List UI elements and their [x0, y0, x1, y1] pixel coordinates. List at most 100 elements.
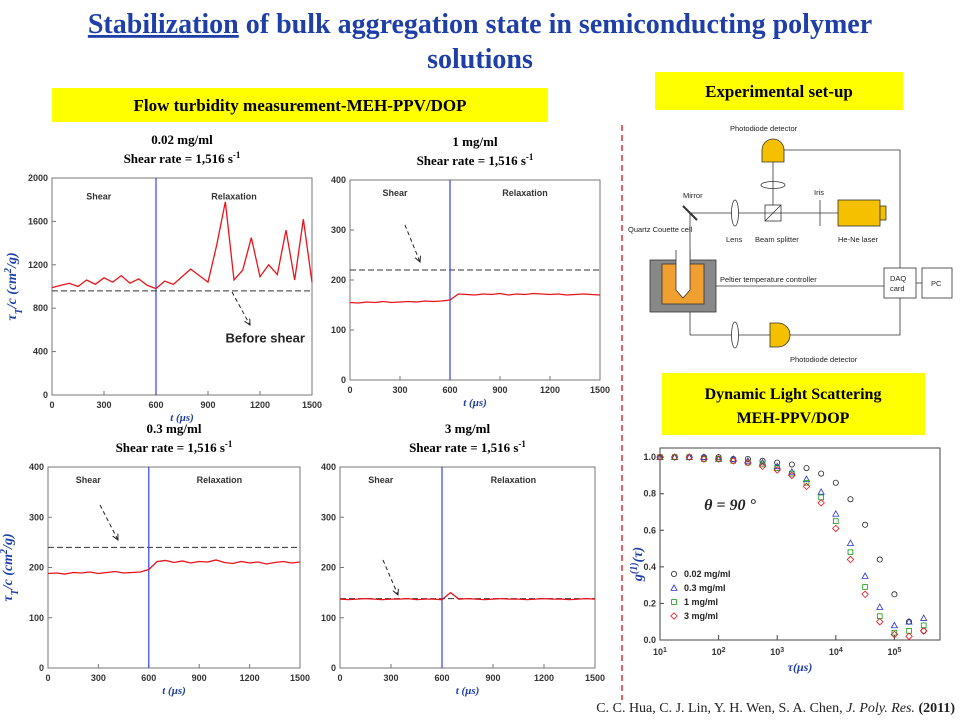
data-point: [802, 475, 811, 482]
x-axis-label: t (μs): [456, 685, 480, 697]
pointer-arrow: [231, 291, 250, 325]
dls-box: [662, 373, 925, 435]
couette-bob: [675, 250, 691, 299]
y-tick-label: 1200: [28, 260, 48, 270]
subtitle-text: Shear rate = 1,516 s: [409, 440, 518, 455]
y-axis-label: τT/c (cm2/g): [3, 252, 25, 320]
data-point: [875, 617, 884, 626]
x-tick-base: 10: [887, 647, 897, 657]
citation: C. C. Hua, C. J. Lin, Y. H. Wen, S. A. C…: [596, 701, 955, 716]
annotation: Relaxation: [197, 475, 243, 485]
title-line1: of bulk aggregation state in semiconduct…: [246, 9, 872, 40]
bottom-wire: [790, 298, 901, 336]
data-point: [788, 471, 796, 480]
pointer-arrow: [382, 559, 398, 595]
plot-frame: [339, 466, 596, 669]
data-point: [671, 454, 678, 460]
y-axis-label-part: (1): [629, 562, 640, 574]
diagram-label: Mirror: [683, 191, 703, 200]
y-axis-label-part: τ: [5, 314, 20, 321]
annotation: Relaxation: [502, 188, 548, 198]
citation-journal: J. Poly. Res.: [846, 701, 915, 716]
y-tick-label: 200: [29, 563, 44, 573]
diagram-label: PC: [931, 279, 942, 288]
flow-box: [52, 88, 548, 122]
data-point: [773, 466, 781, 474]
subtitle-text: Shear rate = 1,516 s: [417, 153, 526, 168]
x-axis-label: t (μs): [463, 397, 487, 409]
data-point: [906, 628, 912, 634]
x-axis-label: t (μs): [162, 685, 186, 697]
y-tick-label: 400: [321, 462, 336, 472]
y-tick-label: 100: [29, 613, 44, 623]
chart-title: 0.02 mg/ml: [151, 132, 213, 147]
y-tick-label: 0.6: [643, 525, 656, 535]
diagram-label: He-Ne laser: [838, 235, 879, 244]
data-point: [730, 457, 737, 464]
legend-label: 0.02 mg/ml: [684, 569, 731, 579]
daq-box: [883, 267, 917, 299]
x-tick-label: 600: [148, 400, 163, 410]
subtitle-sup: -1: [526, 152, 534, 162]
data-point: [759, 461, 766, 468]
y-tick-label: 0: [43, 390, 48, 400]
data-point: [919, 627, 928, 635]
x-tick-label: 1200: [534, 673, 554, 683]
diagram-label: Photodiode detector: [730, 124, 798, 133]
x-tick-exp: 3: [780, 647, 784, 654]
setup-heading: Experimental set-up: [705, 82, 853, 101]
setup-box: [655, 72, 903, 110]
x-tick-label: 600: [141, 673, 156, 683]
y-axis-label-part: 2: [0, 549, 10, 555]
data-point: [905, 617, 913, 625]
diagram-label: Iris: [814, 188, 824, 197]
data-point: [876, 603, 884, 610]
y-tick-label: 100: [321, 613, 336, 623]
flow-heading: Flow turbidity measurement-MEH-PPV/DOP: [133, 96, 466, 115]
lens-left: [731, 199, 739, 227]
pc-box: [921, 267, 953, 299]
data-point: [758, 462, 767, 471]
data-point: [774, 459, 781, 466]
plot-frame: [47, 466, 301, 669]
data-line: [51, 201, 313, 290]
legend-label: 0.3 mg/ml: [684, 583, 726, 593]
y-tick-label: 2000: [28, 173, 48, 183]
y-axis-label-part: T: [10, 588, 21, 595]
x-tick-base: 10: [829, 647, 839, 657]
data-point: [861, 572, 869, 579]
x-tick-label: 1200: [240, 673, 260, 683]
subtitle-sup: -1: [225, 439, 233, 449]
y-tick-label: 400: [331, 175, 346, 185]
data-point: [905, 632, 913, 641]
data-point: [891, 591, 898, 598]
y-tick-label: 0: [39, 663, 44, 673]
y-tick-label: 300: [321, 512, 336, 522]
data-point: [744, 458, 752, 467]
legend-symbol: [671, 599, 677, 605]
data-point: [890, 630, 899, 639]
x-tick-label: 600: [434, 673, 449, 683]
x-axis-label: t (μs): [170, 412, 194, 424]
legend-symbol: [671, 571, 678, 578]
x-tick-label: 300: [91, 673, 106, 683]
data-point: [656, 453, 664, 461]
data-point: [803, 479, 810, 486]
y-axis-label-part: /c (cm: [1, 554, 16, 590]
title-underlined: Stabilization: [88, 9, 239, 40]
annotation: Shear: [86, 191, 112, 201]
legend-symbol: [670, 584, 678, 591]
pointer-arrow: [99, 504, 118, 540]
data-point: [817, 499, 825, 507]
lens-bottom: [731, 321, 739, 349]
x-tick-label: 900: [492, 385, 507, 395]
y-tick-label: 400: [29, 462, 44, 472]
data-point: [686, 454, 693, 460]
data-point: [818, 494, 824, 501]
data-point: [847, 496, 854, 503]
data-point: [714, 455, 723, 463]
data-line: [349, 292, 601, 304]
x-axis-label: τ(μs): [788, 660, 813, 674]
y-tick-label: 1600: [28, 216, 48, 226]
y-tick-label: 0.2: [643, 598, 656, 608]
